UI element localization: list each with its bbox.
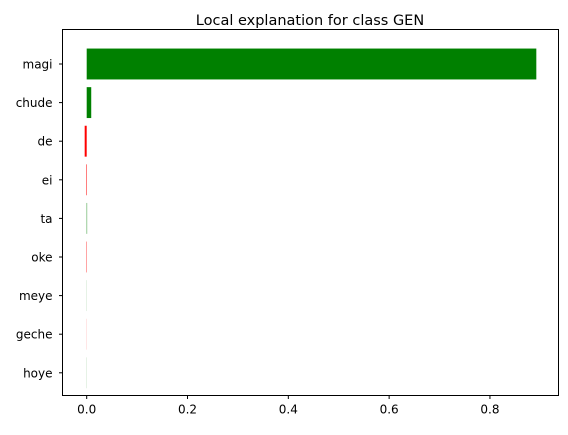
chart-title: Local explanation for class GEN — [196, 13, 424, 29]
bar-de — [84, 125, 87, 157]
x-tick-label: 0.2 — [178, 403, 197, 417]
y-tick-label: de — [38, 135, 53, 149]
bar-ei — [86, 164, 87, 196]
y-axis-ticks: magi chude de ei ta oke meye geche hoye — [16, 58, 63, 380]
y-tick-label: chude — [16, 96, 53, 110]
x-axis-ticks: 0.0 0.2 0.4 0.6 0.8 — [77, 395, 499, 417]
x-tick-label: 0.4 — [279, 403, 298, 417]
plot-frame — [62, 29, 559, 396]
y-tick-label: magi — [23, 58, 53, 72]
y-tick-label: hoye — [23, 366, 52, 380]
x-tick-label: 0.8 — [480, 403, 499, 417]
x-tick-label: 0.0 — [77, 403, 96, 417]
y-tick-label: oke — [31, 251, 52, 265]
y-tick-label: geche — [16, 328, 53, 342]
bar-chude — [86, 87, 92, 119]
y-tick-label: ei — [42, 173, 53, 187]
x-tick-label: 0.6 — [380, 403, 399, 417]
bar-magi — [86, 48, 537, 80]
bars-group — [84, 48, 537, 389]
y-tick-label: ta — [40, 212, 52, 226]
y-tick-label: meye — [19, 289, 53, 303]
